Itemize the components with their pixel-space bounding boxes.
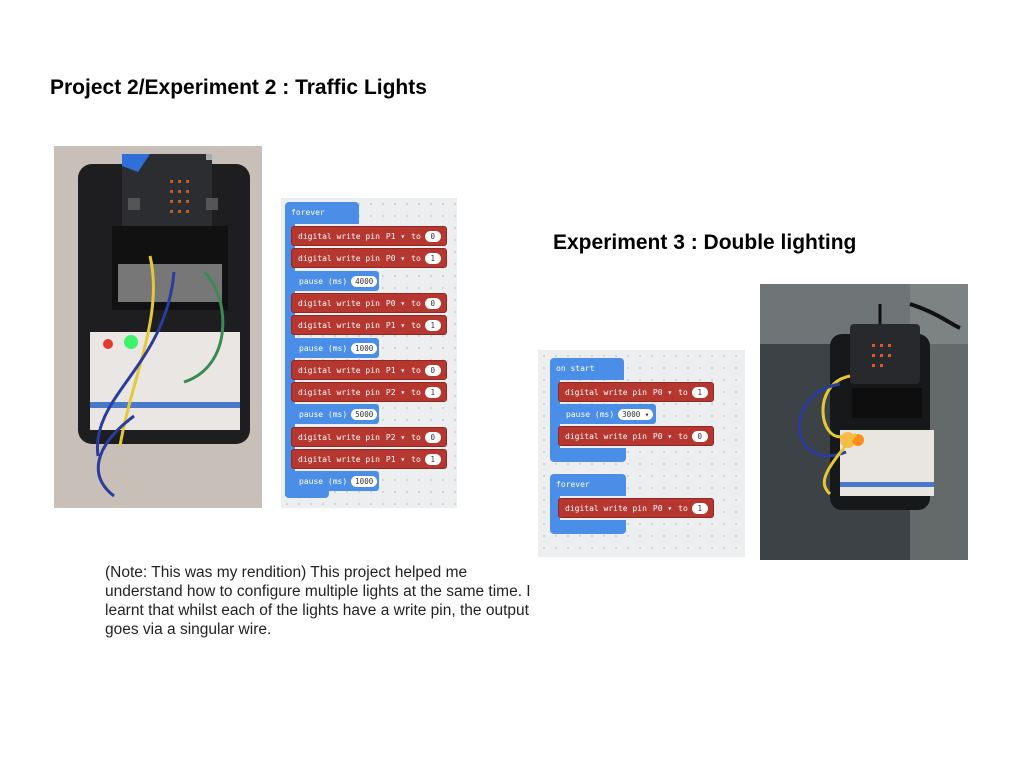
on-start-block-foot: [550, 448, 626, 462]
value-field[interactable]: 1: [424, 252, 441, 264]
pause-value-field[interactable]: 5000: [351, 408, 378, 420]
code2-pause-row: pause (ms) 3000 ▾: [558, 404, 656, 424]
code1-pause-row: pause (ms) 1000: [291, 338, 379, 358]
code-workspace-double-lighting: on start digital write pin P0 to 1 pause…: [538, 350, 745, 557]
code1-write-row: digital write pinP1to1: [291, 315, 447, 335]
code1-write-row: digital write pinP2to1: [291, 382, 447, 402]
forever-block: forever: [285, 202, 359, 224]
code-workspace-traffic-lights: forever digital write pinP1to0digital wr…: [281, 198, 457, 508]
value-field[interactable]: 0: [424, 431, 441, 443]
photo-traffic-lights-illustration: [54, 146, 262, 508]
project-note: (Note: This was my rendition) This proje…: [105, 564, 531, 638]
code1-write-row: digital write pinP1to1: [291, 449, 447, 469]
forever-block-foot: [285, 488, 329, 498]
value-field[interactable]: 1: [691, 502, 708, 514]
code1-write-row: digital write pinP1to0: [291, 226, 447, 246]
pin-dropdown[interactable]: P2: [386, 433, 405, 442]
on-start-block: on start: [550, 358, 624, 380]
code2-write-row-1: digital write pin P0 to 1: [558, 382, 714, 402]
code1-pause-row: pause (ms) 4000: [291, 271, 379, 291]
forever-block-spine: [285, 222, 295, 496]
pin-dropdown[interactable]: P2: [386, 388, 405, 397]
on-start-label: on start: [556, 364, 595, 373]
pin-dropdown[interactable]: P0: [653, 432, 672, 441]
code1-pause-row: pause (ms) 1000: [291, 471, 379, 491]
pin-dropdown[interactable]: P1: [386, 321, 405, 330]
on-start-block-spine: [550, 378, 560, 448]
code2-forever-write-row: digital write pin P0 to 1: [558, 498, 714, 518]
forever-block-2-foot: [550, 520, 626, 534]
photo-traffic-lights-circuit: [54, 146, 262, 508]
pause-value-dropdown[interactable]: 3000 ▾: [618, 408, 654, 420]
pause-value-field[interactable]: 1000: [351, 475, 378, 487]
pin-dropdown[interactable]: P0: [653, 504, 672, 513]
pin-dropdown[interactable]: P1: [386, 232, 405, 241]
forever-block-2: forever: [550, 474, 626, 496]
code1-pause-row: pause (ms) 5000: [291, 404, 379, 424]
value-field[interactable]: 0: [424, 297, 441, 309]
code1-write-row: digital write pinP1to0: [291, 360, 447, 380]
pin-dropdown[interactable]: P1: [386, 366, 405, 375]
slide-title-right: Experiment 3 : Double lighting: [553, 231, 857, 254]
code1-write-row: digital write pinP2to0: [291, 427, 447, 447]
forever-label: forever: [291, 208, 325, 217]
value-field[interactable]: 1: [424, 386, 441, 398]
pause-value-field[interactable]: 1000: [351, 342, 378, 354]
forever-block-2-spine: [550, 494, 560, 520]
code1-write-row: digital write pinP0to1: [291, 248, 447, 268]
pin-dropdown[interactable]: P0: [386, 299, 405, 308]
photo-double-lighting-illustration: [760, 284, 968, 560]
slide-title-left: Project 2/Experiment 2 : Traffic Lights: [50, 76, 427, 99]
value-field[interactable]: 1: [424, 319, 441, 331]
pin-dropdown[interactable]: P0: [653, 388, 672, 397]
value-field[interactable]: 1: [691, 386, 708, 398]
pause-value-field[interactable]: 4000: [351, 275, 378, 287]
value-field[interactable]: 1: [424, 453, 441, 465]
forever-label-2: forever: [556, 480, 590, 489]
code2-write-row-2: digital write pin P0 to 0: [558, 426, 714, 446]
value-field[interactable]: 0: [691, 430, 708, 442]
photo-double-lighting-circuit: [760, 284, 968, 560]
code1-write-row: digital write pinP0to0: [291, 293, 447, 313]
pin-dropdown[interactable]: P1: [386, 455, 405, 464]
pin-dropdown[interactable]: P0: [386, 254, 405, 263]
value-field[interactable]: 0: [424, 364, 441, 376]
value-field[interactable]: 0: [424, 230, 441, 242]
